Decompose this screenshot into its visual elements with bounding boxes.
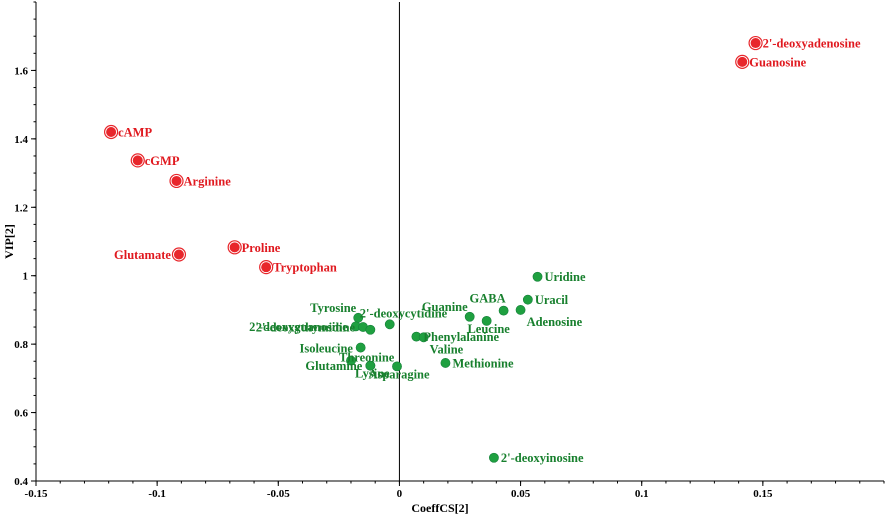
data-label: Leucine (467, 322, 510, 336)
data-point (489, 452, 499, 463)
data-label: Tryptophan (273, 261, 337, 275)
x-tick-label: -0.1 (148, 488, 165, 500)
data-label: 2'-deoxycytidine (360, 306, 448, 320)
x-tick-label: 0.1 (635, 488, 649, 500)
data-label: Uracil (535, 293, 569, 307)
data-label: Phenylalanine (423, 330, 499, 344)
data-label: 2'-deoxyinosine (501, 451, 584, 465)
data-label: Proline (242, 241, 281, 255)
y-axis-title: VIP[2] (2, 224, 16, 259)
data-point (173, 249, 184, 260)
data-point (418, 332, 429, 343)
data-point (481, 315, 492, 326)
data-point (392, 361, 402, 372)
data-label: Isoleucine (299, 342, 353, 356)
data-point (750, 38, 761, 49)
data-point (365, 360, 376, 371)
x-tick-label: -0.05 (267, 488, 290, 500)
y-tick-label: 0.4 (14, 476, 28, 488)
data-label: Uridine (545, 270, 586, 284)
data-label: 2'-deoxyguanosine (249, 320, 348, 334)
data-point (171, 175, 182, 186)
data-point (464, 311, 475, 322)
data-point (532, 271, 543, 282)
data-point (346, 355, 356, 366)
data-label: GABA (469, 292, 505, 306)
data-point (261, 262, 272, 273)
data-label: Glutamate (114, 248, 171, 262)
data-point (440, 358, 451, 368)
data-point (365, 324, 376, 335)
data-label: Glutamine (305, 359, 362, 373)
data-label: Valine (430, 342, 464, 356)
x-tick-label: -0.15 (25, 488, 48, 500)
data-label: Guanosine (749, 55, 806, 69)
data-label: Lysine (355, 367, 390, 381)
y-tick-label: 1.4 (14, 134, 28, 146)
data-label: Arginine (184, 174, 232, 188)
y-tick-label: 1.2 (14, 202, 28, 214)
data-point (522, 294, 533, 305)
data-point (515, 305, 526, 315)
data-label: 2'-deoxythymidine (256, 321, 356, 335)
x-axis-title: CoeffCS[2] (411, 501, 468, 515)
data-label: cGMP (145, 154, 180, 168)
data-points (104, 35, 763, 463)
axes: -0.15 -0.1 -0.05 0 0.05 0.1 0.15 0.4 0.6 0.8 1 1.2 1… (14, 1, 885, 500)
data-label: Guanine (422, 300, 468, 314)
x-tick-label: 0 (397, 488, 403, 500)
data-label: Adenosine (527, 315, 583, 329)
y-tick-label: 1.6 (14, 65, 28, 77)
data-label: Tyrosine (310, 301, 357, 315)
data-point (229, 242, 240, 253)
data-point (737, 56, 748, 67)
data-label: Methionine (452, 356, 514, 370)
data-label: Threonine (339, 351, 395, 365)
data-point (498, 305, 509, 316)
x-tick-label: 0.05 (511, 488, 531, 500)
data-label: 2'-deoxyadenosine (763, 37, 861, 51)
data-point (384, 319, 395, 330)
y-tick-label: 1 (23, 271, 29, 283)
point-labels: 2'-deoxyadenosine Guanosine cAMP cGMP Argini… (114, 37, 861, 466)
data-point (106, 127, 117, 138)
data-point (355, 342, 366, 353)
y-tick-label: 0.6 (14, 408, 28, 420)
x-tick-label: 0.15 (753, 488, 773, 500)
y-tick-label: 0.8 (14, 339, 28, 351)
data-label: cAMP (118, 126, 152, 140)
data-point (132, 155, 143, 166)
data-label: Asparagine (368, 367, 430, 381)
